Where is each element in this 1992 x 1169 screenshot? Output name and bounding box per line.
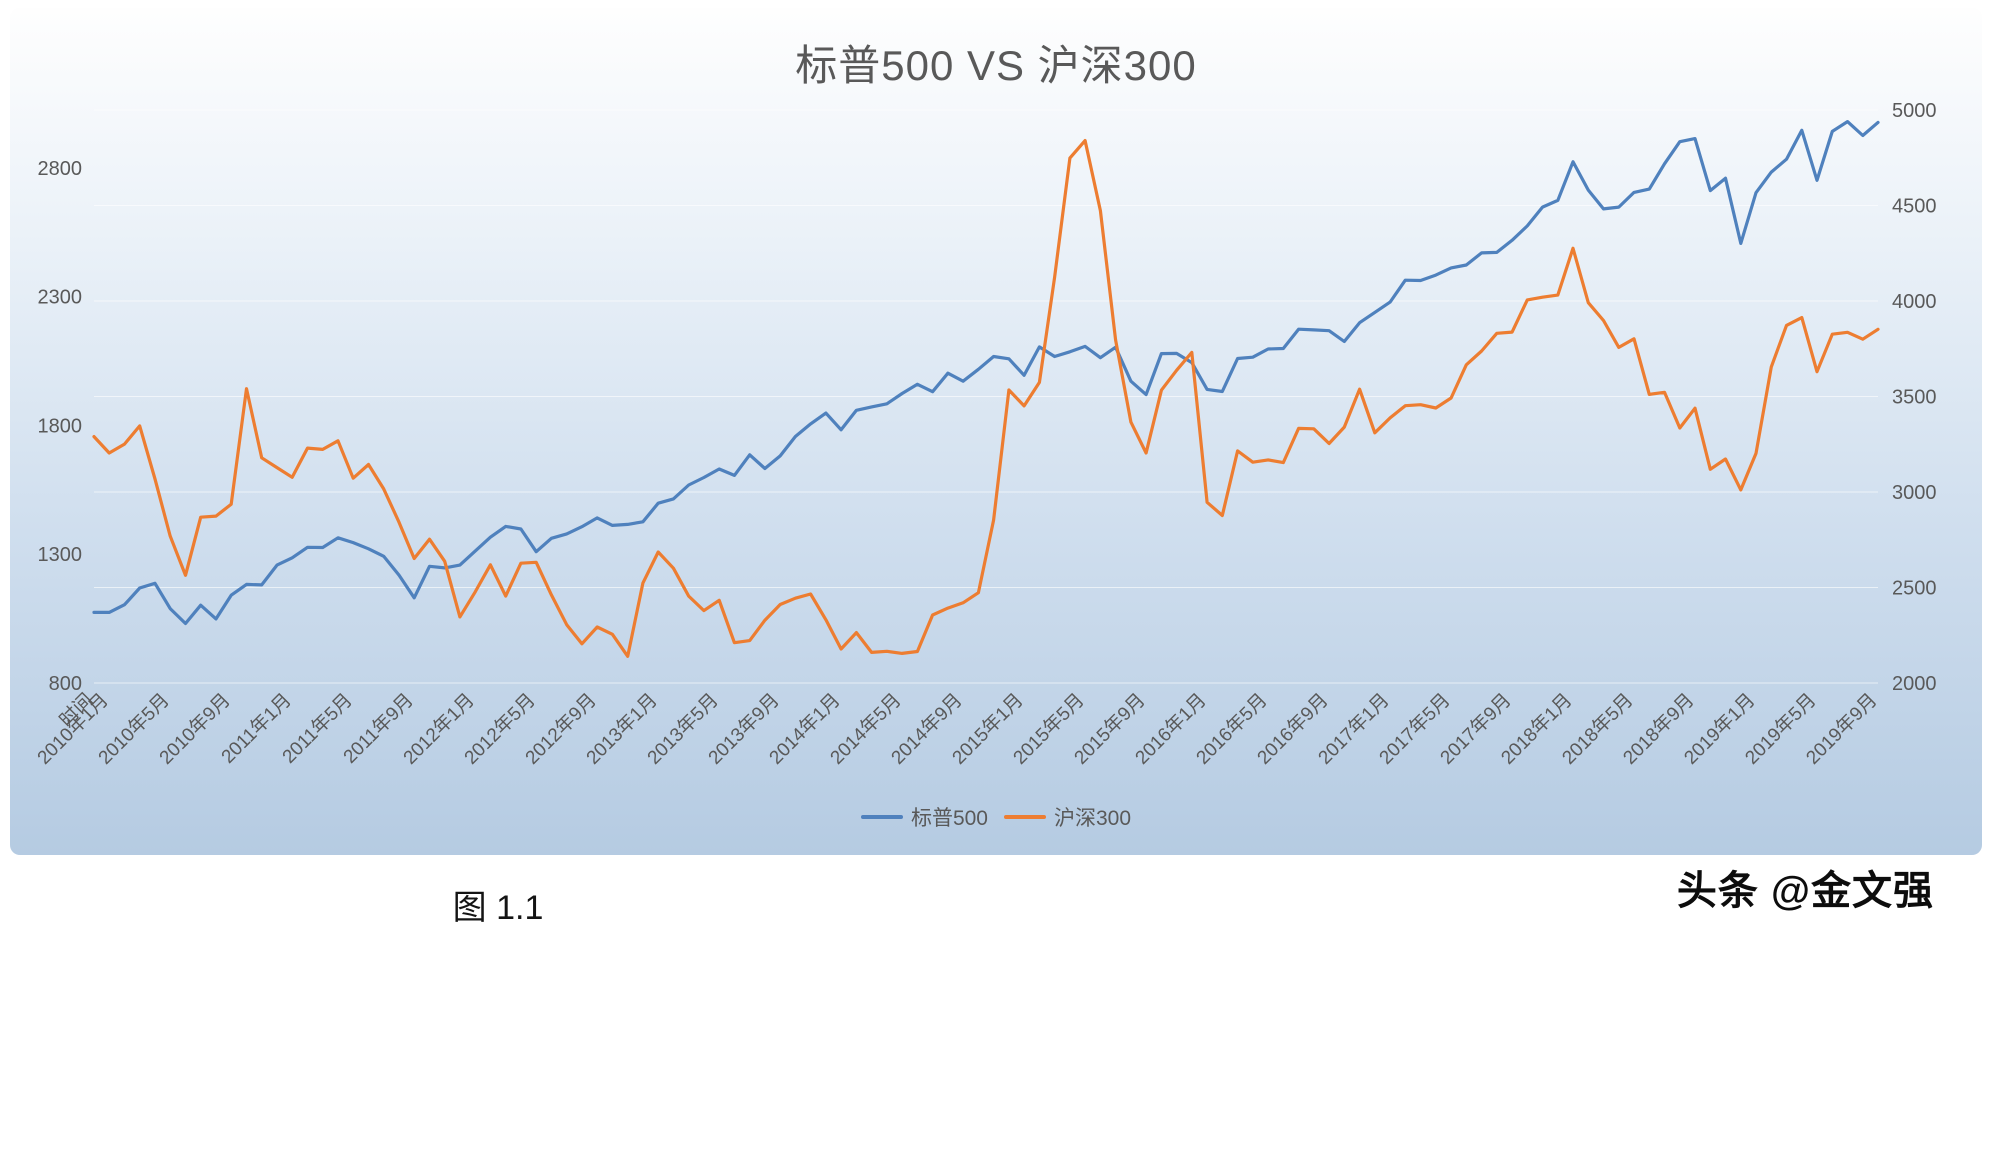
- legend-label-sp500: 标普500: [910, 807, 988, 830]
- series-line-csi300: [92, 139, 1880, 658]
- right-axis-tick-label: 2500: [1892, 578, 1937, 600]
- right-axis-tick-label: 3000: [1892, 482, 1937, 504]
- left-axis-tick-label: 1800: [38, 415, 83, 437]
- figure-caption: 图 1.1: [452, 889, 544, 927]
- right-axis-tick-label: 3500: [1892, 387, 1937, 409]
- watermark: 头条 @金文强: [1676, 869, 1934, 913]
- legend-item-csi300: 沪深300: [1004, 802, 1131, 832]
- legend-swatch-sp500: [860, 815, 903, 819]
- left-axis-tick-label: 2800: [38, 158, 83, 180]
- left-axis-tick-label: 800: [49, 673, 82, 695]
- legend-label-csi300: 沪深300: [1054, 807, 1132, 830]
- chart-legend: 标普500 沪深300: [10, 802, 1982, 832]
- left-axis-tick-label: 1300: [38, 544, 83, 566]
- legend-item-sp500: 标普500: [860, 802, 988, 832]
- right-axis-tick-label: 2000: [1892, 673, 1937, 695]
- right-axis-tick-label: 5000: [1892, 100, 1937, 122]
- right-axis-tick-label: 4000: [1892, 291, 1937, 313]
- right-axis-tick-label: 4500: [1892, 196, 1937, 218]
- chart-card: 800 1300 1800 2300 2800 2000 2500 3000 3500 4000 4…: [10, 8, 1982, 855]
- left-axis-tick-label: 2300: [38, 287, 83, 309]
- chart-title: 标普500 VS 沪深300: [795, 42, 1197, 89]
- series-line-sp500: [92, 119, 1880, 626]
- legend-swatch-csi300: [1004, 815, 1046, 819]
- chart-svg: 800 1300 1800 2300 2800 2000 2500 3000 3500 4000 4…: [33, 100, 1937, 769]
